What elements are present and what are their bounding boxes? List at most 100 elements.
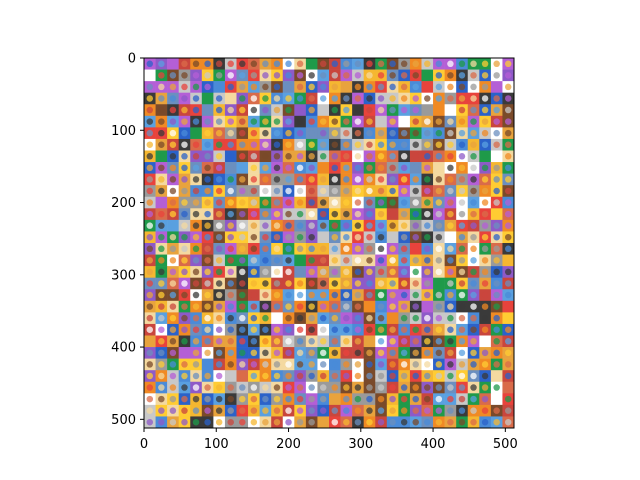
heatmap-cell-detail (169, 418, 177, 426)
heatmap-cell-detail (319, 280, 327, 287)
heatmap-cell-detail (158, 60, 165, 68)
heatmap-cell-detail (343, 257, 350, 264)
heatmap-cell-detail (458, 326, 466, 333)
heatmap-cell-detail (447, 210, 454, 218)
heatmap-cell-detail (250, 268, 258, 276)
heatmap-cell-detail (273, 349, 281, 357)
heatmap-cell-detail (192, 60, 200, 68)
heatmap-cell-detail (296, 372, 304, 380)
heatmap-cell-detail (273, 129, 281, 137)
heatmap-cell-detail (239, 72, 246, 79)
heatmap-cell-detail (504, 129, 512, 137)
heatmap-cell-detail (146, 187, 154, 195)
heatmap-cell-detail (227, 395, 234, 403)
heatmap-cell-detail (250, 303, 258, 310)
heatmap-cell-detail (377, 349, 385, 357)
heatmap-cell-detail (250, 338, 258, 345)
heatmap-cell-detail (215, 395, 223, 403)
heatmap-cell-detail (389, 164, 396, 172)
heatmap-cell-detail (273, 384, 281, 391)
heatmap-cell-detail (470, 349, 477, 357)
heatmap-cell-detail (354, 95, 362, 102)
heatmap-cell-detail (331, 141, 339, 148)
heatmap-cell-detail (354, 83, 362, 91)
heatmap-cell-detail (319, 361, 327, 368)
heatmap-cell-detail (366, 60, 373, 68)
heatmap-cell-detail (424, 349, 431, 357)
heatmap-cell-detail (354, 233, 362, 241)
heatmap-cell-detail (158, 303, 165, 310)
heatmap-cell-detail (493, 164, 500, 172)
heatmap-cell-detail (262, 118, 269, 125)
heatmap-cell-detail (400, 106, 408, 114)
heatmap-cell-detail (354, 187, 362, 195)
heatmap-cell-detail (262, 245, 269, 253)
heatmap-cell-detail (389, 257, 396, 264)
heatmap-cell-detail (250, 95, 258, 102)
heatmap-cell-detail (481, 72, 489, 79)
heatmap-cell-detail (204, 245, 211, 253)
heatmap-cell-detail (470, 95, 477, 102)
heatmap-cell-detail (400, 141, 408, 148)
heatmap-cell-detail (400, 245, 408, 253)
heatmap-cell-detail (262, 106, 269, 114)
heatmap-cell-detail (285, 106, 292, 114)
heatmap-cell-detail (273, 314, 281, 322)
heatmap-cell-detail (447, 361, 454, 368)
heatmap-cell-detail (366, 314, 373, 322)
heatmap-cell-detail (239, 60, 246, 68)
heatmap-cell-detail (169, 245, 177, 253)
heatmap-cell-detail (169, 106, 177, 114)
heatmap-cell-detail (481, 326, 489, 333)
heatmap-cell-detail (366, 129, 373, 137)
heatmap-cell-detail (273, 372, 281, 380)
heatmap-cell-detail (204, 72, 211, 79)
heatmap-cell-detail (504, 245, 512, 253)
heatmap-cell-detail (158, 164, 165, 172)
heatmap-cell-detail (481, 361, 489, 368)
heatmap-cell-detail (215, 314, 223, 322)
heatmap-cell-detail (377, 129, 385, 137)
heatmap-cell-detail (146, 257, 154, 264)
heatmap-cell-detail (377, 314, 385, 322)
heatmap-cell-detail (447, 245, 454, 253)
heatmap-cell-detail (273, 199, 281, 206)
heatmap-cell-detail (181, 95, 188, 102)
heatmap-cell-detail (389, 245, 396, 253)
heatmap-cell-detail (447, 280, 454, 287)
heatmap-cell-detail (181, 326, 188, 333)
heatmap-cell-detail (458, 106, 466, 114)
heatmap-cell-detail (227, 164, 234, 172)
heatmap-cell-detail (470, 72, 477, 79)
heatmap-cell-detail (285, 72, 292, 79)
heatmap-cell-detail (447, 418, 454, 426)
heatmap-cell-detail (250, 372, 258, 380)
heatmap-cell-detail (262, 268, 269, 276)
x-axis: 0 100 200 300 400 500 (140, 428, 518, 452)
heatmap-cell-detail (285, 291, 292, 299)
heatmap-cell-detail (262, 72, 269, 79)
heatmap-cell-detail (504, 268, 512, 276)
heatmap-cell-detail (262, 303, 269, 310)
heatmap-cell-detail (285, 60, 292, 68)
heatmap-cell-detail (331, 384, 339, 391)
heatmap-cell-detail (331, 314, 339, 322)
heatmap-cell-detail (204, 153, 211, 160)
heatmap-cell-detail (169, 176, 177, 183)
heatmap-cell-detail (204, 164, 211, 172)
heatmap-cell-detail (273, 153, 281, 160)
heatmap-cell-detail (204, 83, 211, 91)
heatmap-cell-detail (308, 395, 315, 403)
heatmap-cell-detail (192, 395, 200, 403)
heatmap-cell-detail (447, 338, 454, 345)
heatmap-cell-detail (192, 233, 200, 241)
heatmap-cell-detail (458, 303, 466, 310)
heatmap-cell-detail (458, 407, 466, 414)
heatmap-cell-detail (366, 106, 373, 114)
heatmap-cell-detail (435, 222, 443, 229)
heatmap-cell-detail (215, 372, 223, 380)
heatmap-cell-detail (389, 187, 396, 195)
heatmap-cell-detail (273, 280, 281, 287)
heatmap-cell-detail (285, 418, 292, 426)
heatmap-cell-detail (331, 164, 339, 172)
